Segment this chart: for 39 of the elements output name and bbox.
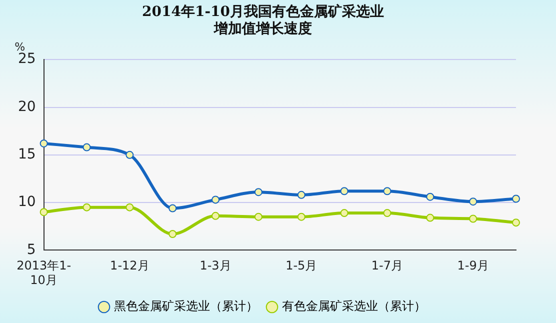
point: [82, 143, 91, 152]
point: [254, 212, 262, 221]
x-tick-label: 1-3月: [200, 258, 232, 273]
point: [168, 204, 177, 212]
y-tick-label: 15: [18, 146, 36, 163]
point: [297, 212, 306, 221]
y-tick-label: 5: [26, 242, 36, 258]
x-tick-label: 1-12月: [110, 258, 150, 273]
point: [426, 214, 434, 222]
point: [383, 209, 392, 218]
point: [426, 192, 434, 201]
y-tick-label: 25: [18, 51, 36, 68]
point: [40, 208, 48, 216]
x-tick-label: 1-5月: [286, 258, 318, 273]
y-tick-label: 20: [18, 98, 36, 115]
chart-title: 2014年1-10月我国有色金属矿采选业增加值增长速度: [142, 3, 384, 37]
point: [254, 188, 262, 196]
y-tick-label: 10: [18, 194, 36, 210]
x-tick-label: 1-9月: [457, 258, 489, 273]
y-axis-title: %: [14, 40, 26, 54]
legend-label: 有色金属矿采选业（累计）: [282, 299, 426, 314]
point: [126, 203, 134, 212]
point: [340, 209, 348, 218]
point: [168, 230, 177, 238]
point: [212, 196, 220, 204]
point: [82, 203, 91, 212]
point: [383, 187, 392, 196]
point: [212, 212, 220, 220]
point: [40, 139, 48, 148]
x-tick-label: 2013年1-10月: [16, 258, 72, 287]
point: [512, 218, 520, 227]
point: [512, 194, 520, 203]
legend-label: 黑色金属矿采选业（累计）: [114, 299, 258, 314]
point: [340, 187, 348, 196]
point: [469, 198, 478, 206]
point: [469, 214, 478, 223]
point: [297, 190, 306, 199]
x-tick-label: 1-7月: [371, 258, 404, 273]
point: [126, 150, 134, 159]
